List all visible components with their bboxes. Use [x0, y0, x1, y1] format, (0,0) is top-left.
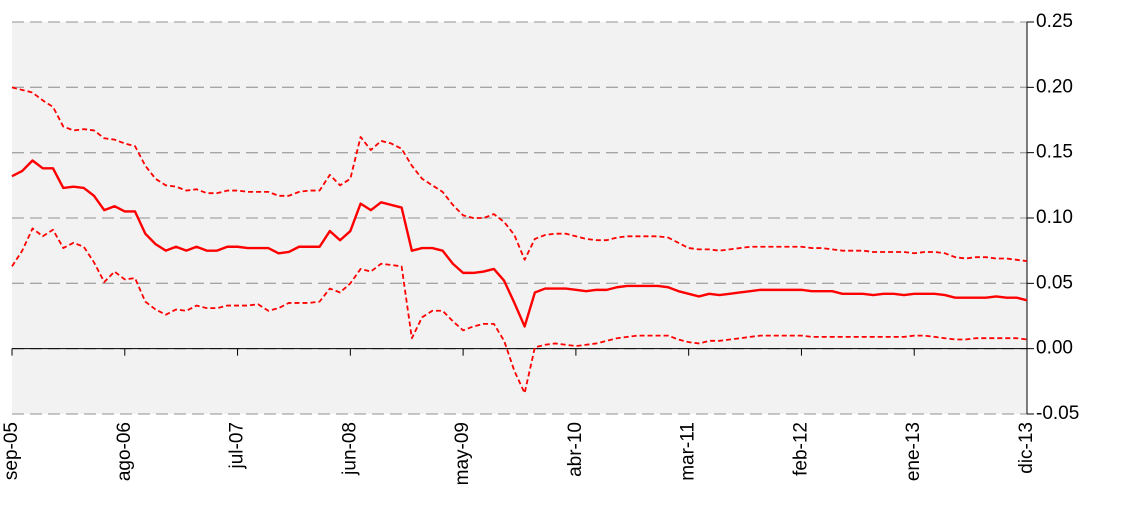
x-tick-label: jun-08: [339, 422, 360, 476]
y-tick-label: 0.10: [1036, 207, 1073, 228]
x-tick-label: ene-13: [903, 422, 924, 481]
y-tick-label: 0.00: [1036, 338, 1073, 359]
y-tick-label: 0.15: [1036, 142, 1073, 163]
y-tick-label: 0.20: [1036, 76, 1073, 97]
series-line: [11, 86, 1028, 263]
x-tick-label: jul-07: [227, 422, 248, 469]
x-tick-label: abr-10: [565, 422, 586, 477]
series-line: [11, 159, 1028, 328]
y-tick-label: -0.05: [1036, 403, 1079, 424]
x-tick-label: feb-12: [790, 422, 811, 476]
x-tick-label: dic-13: [1016, 422, 1037, 474]
y-tick-label: 0.25: [1036, 11, 1073, 32]
x-tick-label: ago-06: [114, 422, 135, 481]
x-tick-label: may-09: [452, 422, 473, 485]
x-tick-label: mar-11: [678, 422, 699, 481]
y-tick-label: 0.05: [1036, 272, 1073, 293]
series-line: [11, 227, 1028, 394]
x-tick-label: sep-05: [1, 422, 22, 480]
